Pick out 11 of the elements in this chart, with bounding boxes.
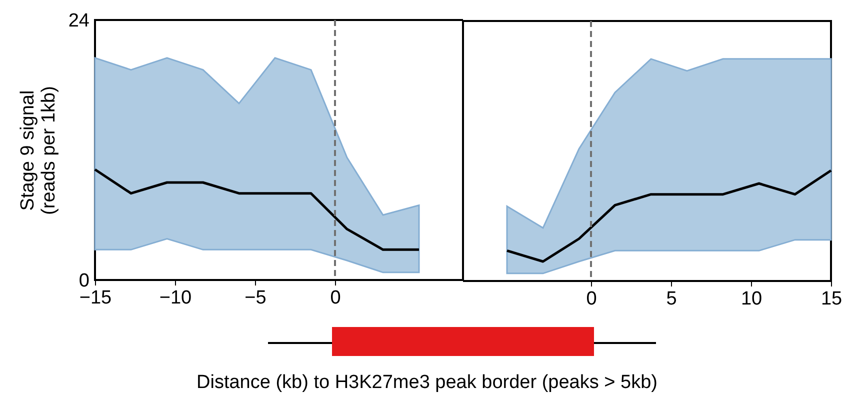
y-tick-label: 24 — [68, 10, 90, 32]
x-tick-label: 0 — [586, 288, 597, 310]
x-axis-title: Distance (kb) to H3K27me3 peak border (peaks > 5kb) — [196, 372, 658, 394]
x-tick-label: 15 — [820, 288, 842, 310]
x-tick-label: 0 — [330, 288, 341, 308]
x-tick-label: −10 — [159, 288, 192, 308]
x-tick-label: −5 — [244, 288, 266, 308]
x-tick-label: −15 — [79, 288, 112, 308]
y-axis-title: Stage 9 signal (reads per 1kb) — [17, 86, 60, 215]
x-tick-label: 10 — [740, 288, 762, 310]
x-tick-label: 5 — [666, 288, 677, 310]
